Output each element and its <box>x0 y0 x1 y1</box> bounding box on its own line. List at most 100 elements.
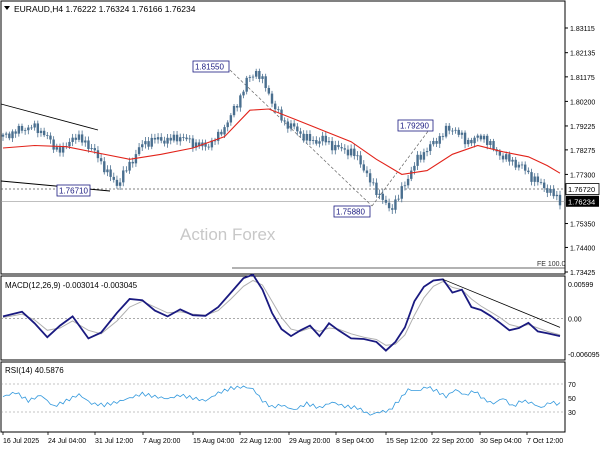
price-tick-label: 1.77300 <box>570 172 595 179</box>
rsi-layer: 70 50 30 <box>1 382 576 417</box>
candle-body <box>536 176 540 183</box>
price-tick-label: 1.74400 <box>570 245 595 252</box>
candle-body <box>232 105 236 116</box>
candle-body <box>460 132 464 135</box>
candle-body <box>419 154 422 160</box>
candle-body <box>109 169 112 177</box>
time-tick-label: 22 Aug 12:00 <box>240 438 281 445</box>
candle-body <box>429 144 432 152</box>
macd-tick-label: -0.006095 <box>568 352 600 359</box>
watermark: Action Forex <box>180 225 276 244</box>
price-candles <box>1 68 562 215</box>
candle-body <box>141 144 144 148</box>
candle-body <box>403 185 407 187</box>
candle-body <box>435 140 438 144</box>
candle-body <box>391 208 394 210</box>
candle-body <box>166 137 169 144</box>
dropdown-triangle-icon[interactable] <box>4 6 10 10</box>
candle-body <box>1 134 5 137</box>
projection-dashed-line <box>371 125 433 207</box>
moving-average-layer <box>2 108 561 175</box>
price-tick-label: 1.73425 <box>570 270 595 277</box>
time-tick-label: 7 Aug 20:00 <box>143 438 180 445</box>
candle-body <box>137 147 141 155</box>
candle-body <box>387 202 391 209</box>
candle-body <box>463 132 467 145</box>
candle-body <box>30 127 33 129</box>
price-axis: 1.83115 1.82135 1.81175 1.80200 1.79225 1.782… <box>565 26 595 277</box>
rsi-tick-label: 50 <box>568 396 576 403</box>
fe-annotation: FE 100.0 <box>537 261 566 268</box>
candle-body <box>432 140 435 145</box>
candle-body <box>242 91 245 96</box>
candle-body <box>334 144 337 151</box>
projection-dashed-line <box>229 69 373 207</box>
candle-body <box>321 135 324 142</box>
candle-body <box>235 105 239 108</box>
candle-body <box>324 135 328 143</box>
rsi-tick-label: 70 <box>568 382 576 389</box>
macd-trendline <box>442 278 561 328</box>
candle-body <box>223 127 226 135</box>
candle-body <box>486 135 489 145</box>
candle-body <box>425 151 429 153</box>
candle-body <box>99 158 103 162</box>
candle-body <box>467 139 470 145</box>
candle-body <box>308 134 312 141</box>
low-marker-label-box <box>333 205 371 218</box>
candle-body <box>375 182 378 196</box>
candle-body <box>226 122 229 128</box>
candle-body <box>131 161 134 164</box>
candle-body <box>552 188 555 197</box>
candle-body <box>520 164 524 166</box>
candle-body <box>422 152 426 160</box>
candle-body <box>185 137 188 140</box>
candle-body <box>277 109 280 111</box>
candle-body <box>42 130 46 136</box>
candle-body <box>210 140 214 148</box>
candle-body <box>58 147 62 153</box>
candle-body <box>191 138 195 148</box>
candle-body <box>229 115 233 123</box>
price-annotations: 1.81550 1.75880 1.79290 1.76710 1.76720 1.762… <box>56 60 600 268</box>
candle-body <box>343 148 346 150</box>
candle-body <box>492 141 495 150</box>
candle-body <box>27 127 30 131</box>
time-tick-label: 24 Jul 04:00 <box>48 438 86 445</box>
candle-body <box>68 141 71 147</box>
candle-body <box>198 142 201 147</box>
macd-tick-label: 0.00 <box>568 317 582 324</box>
candle-body <box>501 155 505 160</box>
candle-body <box>93 148 96 151</box>
candle-body <box>381 193 384 200</box>
macd-main-line <box>2 273 561 352</box>
rsi-tick-label: 30 <box>568 410 576 417</box>
candle-body <box>504 154 508 160</box>
macd-signal-line <box>2 279 561 346</box>
candle-body <box>23 130 27 132</box>
current-price-label: 1.76234 <box>568 197 595 206</box>
candle-body <box>150 137 153 147</box>
candle-body <box>90 148 93 150</box>
candle-body <box>330 141 334 151</box>
rsi-line <box>2 385 561 416</box>
candle-body <box>169 137 172 141</box>
swing-high-label: 1.79290 <box>400 122 429 131</box>
candle-body <box>523 164 527 171</box>
candle-body <box>46 135 49 136</box>
rsi-panel-frame <box>0 361 566 433</box>
candle-body <box>286 121 290 129</box>
candle-body <box>258 70 261 79</box>
price-tick-label: 1.75350 <box>570 222 595 229</box>
candle-body <box>115 179 119 186</box>
candle-body <box>289 123 293 129</box>
candle-body <box>179 137 182 142</box>
candle-body <box>400 186 403 199</box>
candle-body <box>261 76 264 79</box>
candle-body <box>270 93 274 104</box>
time-tick-label: 15 Aug 04:00 <box>193 438 234 445</box>
candle-body <box>416 154 419 166</box>
candle-body <box>71 137 74 142</box>
candle-body <box>217 131 220 141</box>
macd-panel-frame <box>0 275 566 361</box>
